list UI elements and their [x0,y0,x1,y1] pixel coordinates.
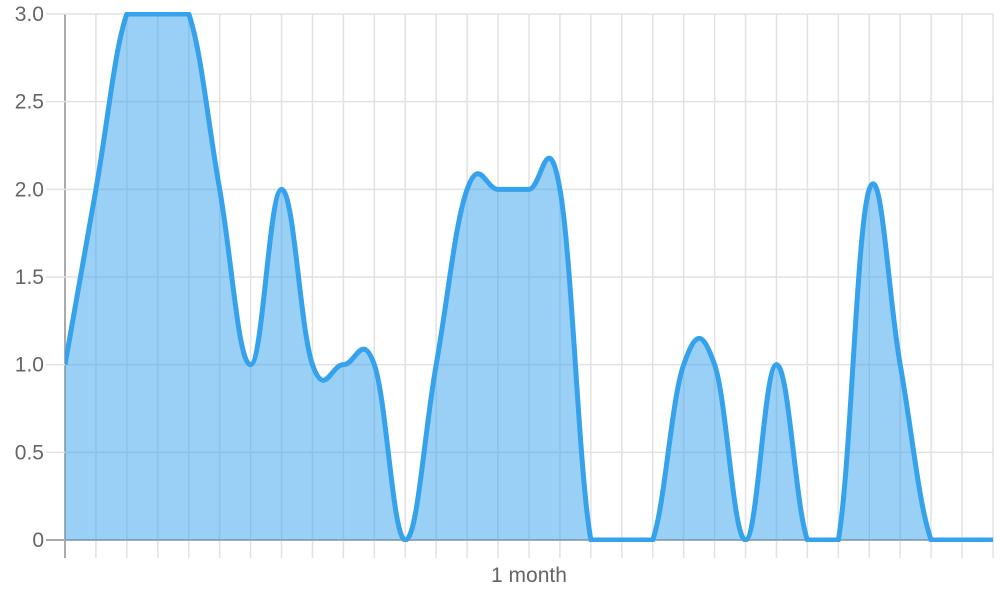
series-line [65,12,993,542]
series-area-fill [65,14,993,540]
x-tick-label: 1 month [491,564,567,587]
y-tick-label: 1.0 [15,354,44,377]
y-tick-label: 0 [32,529,44,552]
y-axis: 0 0.5 1.0 1.5 2.0 2.5 3.0 [15,3,44,552]
y-tick-label: 3.0 [15,3,44,26]
y-tick-label: 2.0 [15,178,44,201]
y-tick-label: 1.5 [15,266,44,289]
y-tick-label: 2.5 [15,91,44,114]
x-axis: 1 month [491,564,567,587]
y-tick-label: 0.5 [15,441,44,464]
